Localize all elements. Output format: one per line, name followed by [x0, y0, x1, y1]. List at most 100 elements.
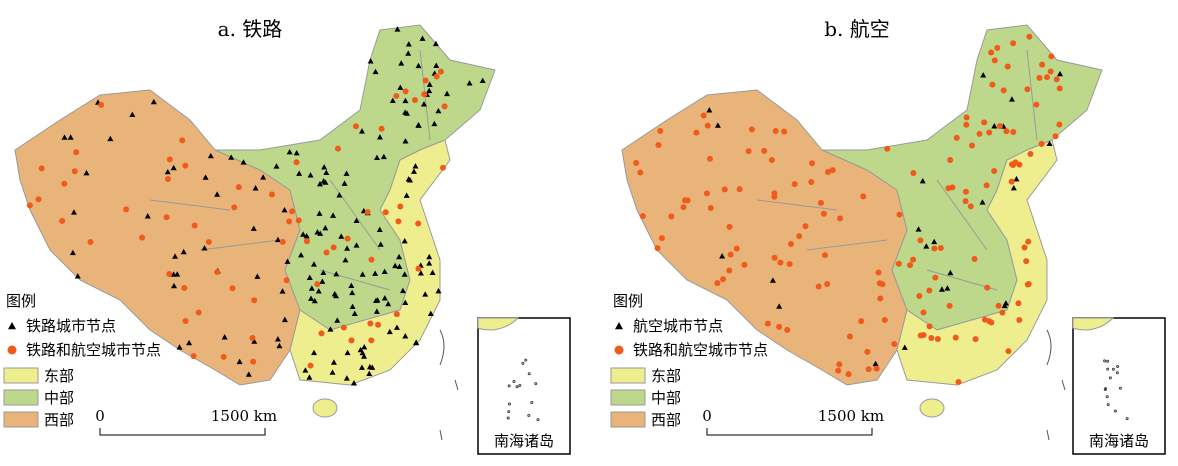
triangle-marker [397, 84, 404, 90]
circle-marker [415, 265, 422, 272]
triangle-marker [979, 199, 986, 205]
circle-marker [910, 169, 917, 176]
triangle-marker [427, 310, 434, 316]
triangle-marker [344, 349, 351, 356]
circle-marker [995, 302, 1002, 309]
island [1105, 395, 1109, 399]
scale-label: 1500 km [211, 407, 277, 425]
triangle-marker [329, 369, 336, 375]
circle-marker [858, 318, 865, 325]
triangle-marker [214, 191, 221, 197]
triangle-marker [776, 303, 783, 309]
triangle-marker [236, 358, 243, 365]
triangle-marker [615, 322, 623, 330]
circle-marker [952, 334, 959, 341]
triangle-marker [394, 26, 401, 32]
circle-marker [235, 184, 242, 191]
circle-marker [323, 249, 330, 256]
circle-marker [1056, 85, 1063, 92]
circle-marker [73, 149, 80, 156]
triangle-marker [260, 174, 267, 180]
circle-marker [815, 283, 822, 290]
inset-coast [1072, 317, 1115, 331]
triangle-marker [276, 342, 283, 349]
circle-marker [963, 121, 970, 128]
circle-marker [440, 164, 447, 171]
legend-dot [7, 345, 17, 355]
triangle-marker [279, 288, 286, 294]
triangle-marker [67, 134, 74, 140]
circle-marker [748, 126, 755, 133]
triangle-marker [320, 269, 327, 275]
circle-marker [166, 156, 173, 163]
triangle-marker [426, 81, 433, 87]
circle-marker [654, 245, 661, 252]
triangle-marker [433, 62, 440, 68]
triangle-marker [310, 261, 317, 267]
circle-marker [962, 188, 969, 195]
triangle-marker [171, 282, 178, 289]
triangle-marker [719, 253, 726, 259]
triangle-marker [286, 149, 293, 155]
triangle-marker [180, 248, 187, 255]
triangle-marker [311, 349, 318, 356]
triangle-marker [298, 251, 305, 258]
triangle-marker [373, 308, 380, 314]
circle-marker [655, 142, 662, 149]
circle-marker [191, 222, 198, 229]
circle-marker [1038, 140, 1045, 147]
circle-marker [962, 198, 969, 205]
legend-swatch [3, 367, 39, 384]
triangle-marker [399, 287, 406, 294]
city-markers [633, 33, 1063, 386]
island [536, 418, 540, 422]
legend-label: 西部 [44, 411, 74, 429]
circle-marker [787, 240, 794, 247]
circle-marker [983, 182, 990, 189]
triangle-marker [402, 109, 409, 115]
circle-marker [864, 348, 871, 355]
triangle-marker [341, 180, 348, 186]
island [507, 410, 511, 414]
circle-marker [771, 190, 778, 197]
triangle-marker [1008, 96, 1015, 102]
triangle-marker [415, 62, 422, 69]
triangle-marker [381, 295, 388, 301]
circle-marker [963, 114, 970, 121]
circle-marker [1033, 101, 1040, 108]
triangle-marker [343, 375, 350, 381]
triangle-marker [314, 229, 321, 235]
circle-marker [330, 244, 337, 251]
triangle-marker [351, 310, 358, 317]
triangle-marker [380, 153, 387, 160]
circle-marker [340, 324, 347, 331]
triangle-marker [334, 317, 341, 323]
island [527, 413, 531, 417]
island [1108, 376, 1112, 380]
triangle-marker [769, 277, 776, 283]
circle-marker [727, 251, 734, 258]
circle-marker [984, 284, 991, 291]
triangle-marker [207, 152, 214, 159]
island [512, 380, 516, 384]
triangle-marker [432, 40, 439, 47]
triangle-marker [353, 242, 360, 248]
circle-marker [884, 145, 891, 152]
circle-marker [682, 197, 689, 204]
circle-marker [781, 128, 788, 135]
legend-swatch [610, 389, 646, 406]
circle-marker [375, 321, 382, 328]
island [507, 384, 511, 388]
triangle-marker [330, 212, 337, 218]
circle-marker [876, 280, 883, 287]
circle-marker [279, 238, 286, 245]
circle-marker [657, 128, 664, 135]
triangle-marker [144, 213, 151, 219]
triangle-marker [1013, 175, 1020, 182]
circle-marker [714, 280, 721, 287]
circle-marker [433, 73, 440, 80]
circle-marker [726, 223, 733, 230]
triangle-marker [69, 249, 76, 256]
circle-marker [318, 330, 325, 337]
